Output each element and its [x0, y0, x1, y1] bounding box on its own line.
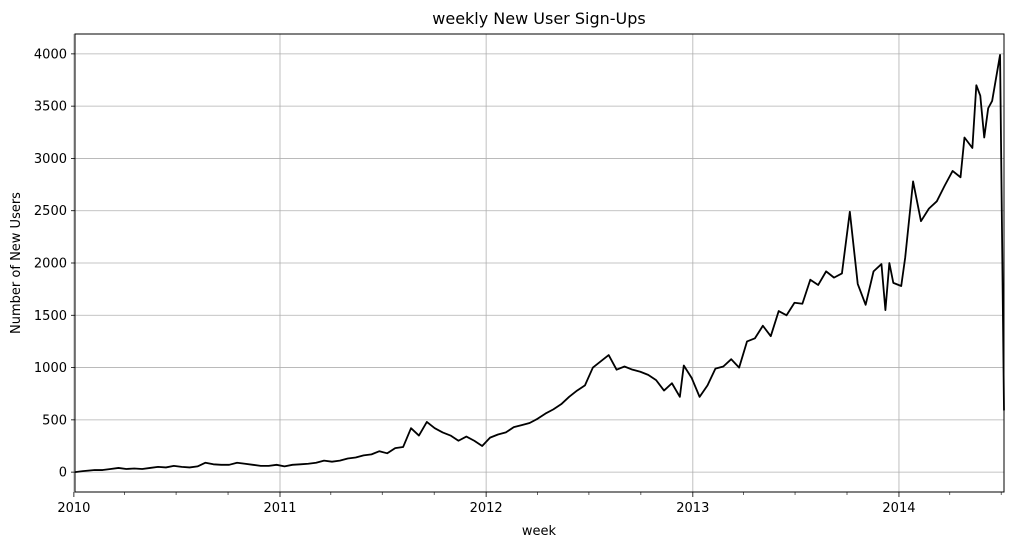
y-axis: 0 500 1000 1500 2000 2500 3000 3500 4000 — [34, 47, 75, 481]
y-tick-label: 0 — [59, 466, 67, 481]
series-layer — [74, 54, 1005, 474]
y-tick-label: 4000 — [34, 47, 67, 62]
chart-title: weekly New User Sign-Ups — [432, 9, 645, 28]
y-tick-label: 2000 — [34, 257, 67, 272]
y-tick-label: 2500 — [34, 204, 67, 219]
x-tick-label: 2014 — [882, 501, 915, 516]
y-tick-label: 3500 — [34, 100, 67, 115]
y-tick-label: 1000 — [34, 361, 67, 376]
grid-lines — [73, 34, 1004, 492]
y-axis-title: Number of New Users — [9, 192, 24, 334]
x-tick-label: 2010 — [57, 501, 90, 516]
x-tick-label: 2011 — [263, 501, 296, 516]
x-axis-title: week — [522, 524, 557, 539]
y-tick-label: 1500 — [34, 309, 67, 324]
x-tick-label: 2012 — [470, 501, 503, 516]
series-line — [74, 54, 1005, 474]
x-axis: 2010 2011 2012 2013 2014 — [57, 492, 1002, 516]
x-tick-label: 2013 — [676, 501, 709, 516]
y-tick-label: 500 — [42, 413, 67, 428]
y-tick-label: 3000 — [34, 152, 67, 167]
